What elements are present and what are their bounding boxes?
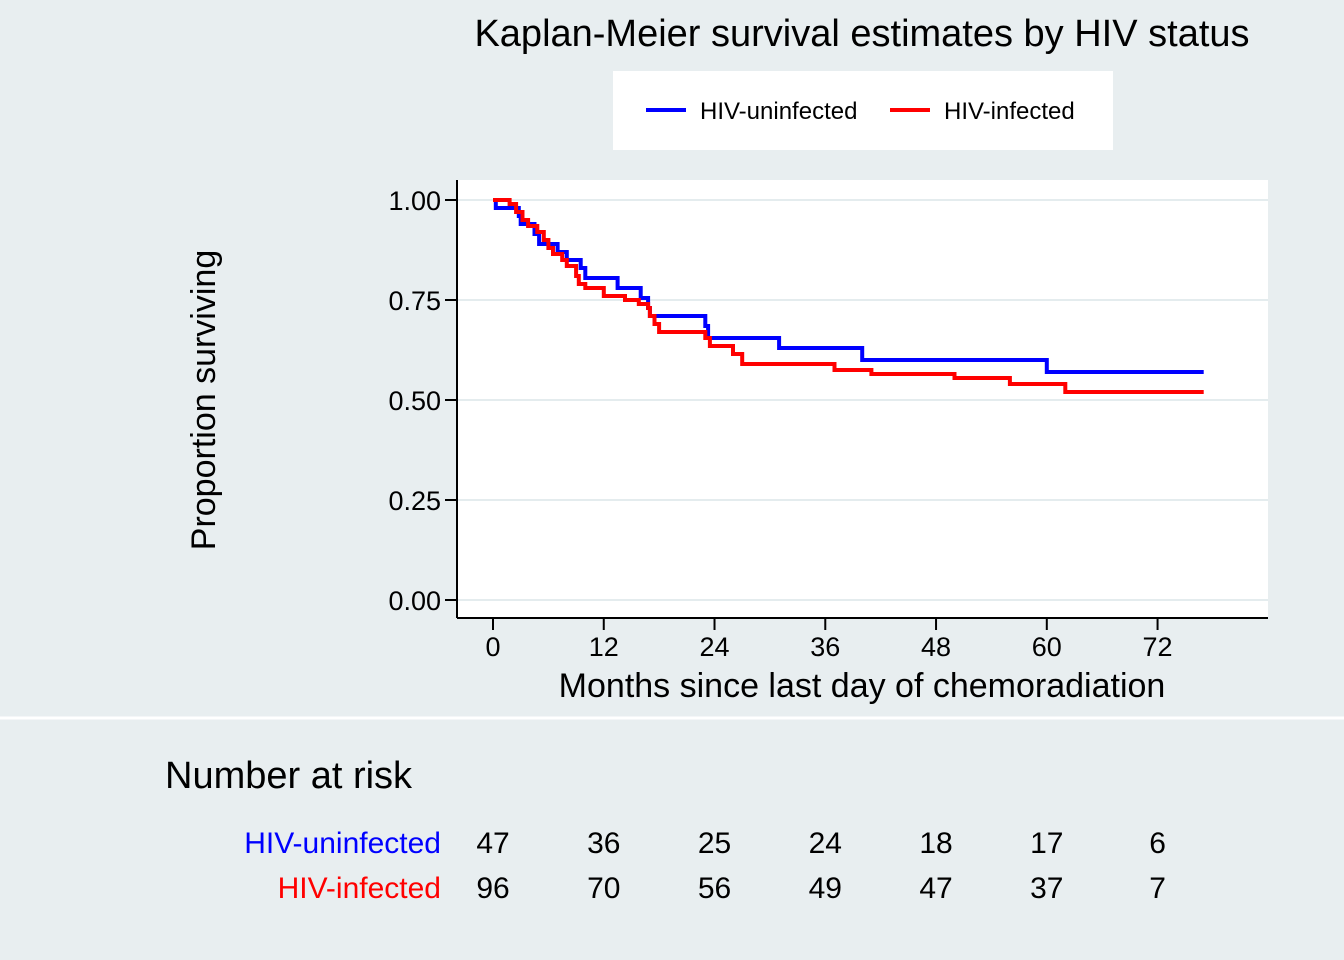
legend-label-hiv-infected: HIV-infected: [944, 98, 1075, 125]
x-tick-label: 36: [810, 632, 840, 662]
x-tick-label: 0: [485, 632, 500, 662]
risk-count: 17: [1030, 827, 1063, 860]
risk-count: 37: [1030, 872, 1063, 905]
risk-count: 18: [919, 827, 952, 860]
risk-count: 36: [587, 827, 620, 860]
x-tick-label: 12: [589, 632, 619, 662]
chart-title: Kaplan-Meier survival estimates by HIV s…: [474, 13, 1249, 55]
y-tick-label: 0.00: [388, 586, 441, 616]
risk-count: 47: [919, 872, 952, 905]
x-axis-label: Months since last day of chemoradiation: [559, 667, 1166, 705]
risk-count: 25: [698, 827, 731, 860]
risk-count: 56: [698, 872, 731, 905]
risk-row-label: HIV-infected: [278, 872, 441, 905]
x-tick-label: 60: [1032, 632, 1062, 662]
risk-count: 7: [1149, 872, 1166, 905]
survival-curves: [493, 198, 1204, 394]
y-tick-label: 0.25: [388, 486, 441, 516]
risk-table: Number at risk HIV-uninfected 47 36 25 24 18 1…: [165, 755, 1166, 905]
gridlines: [457, 199, 1268, 601]
y-tick-label: 0.50: [388, 386, 441, 416]
y-axis-ticks: 0.00 0.25 0.50 0.75 1.00: [388, 186, 457, 616]
risk-count: 49: [809, 872, 842, 905]
risk-count: 96: [476, 872, 509, 905]
survival-curve-hiv-infected: [493, 198, 1204, 394]
legend-label-hiv-uninfected: HIV-uninfected: [700, 98, 857, 125]
plot-area: 0.00 0.25 0.50 0.75 1.00 0 12 24 36 48 60 72: [388, 180, 1268, 662]
x-axis-ticks: 0 12 24 36 48 60 72: [485, 618, 1173, 662]
risk-count: 6: [1149, 827, 1166, 860]
survival-curve-hiv-uninfected: [493, 198, 1204, 374]
y-tick-label: 1.00: [388, 186, 441, 216]
x-tick-label: 24: [699, 632, 729, 662]
legend: HIV-uninfected HIV-infected: [613, 71, 1113, 150]
risk-table-title: Number at risk: [165, 755, 413, 797]
risk-count: 47: [476, 827, 509, 860]
y-tick-label: 0.75: [388, 286, 441, 316]
legend-box: [613, 71, 1113, 150]
risk-row-label: HIV-uninfected: [244, 827, 441, 860]
y-axis-label: Proportion surviving: [185, 250, 223, 550]
risk-count: 70: [587, 872, 620, 905]
risk-count: 24: [809, 827, 842, 860]
x-tick-label: 72: [1143, 632, 1173, 662]
x-tick-label: 48: [921, 632, 951, 662]
